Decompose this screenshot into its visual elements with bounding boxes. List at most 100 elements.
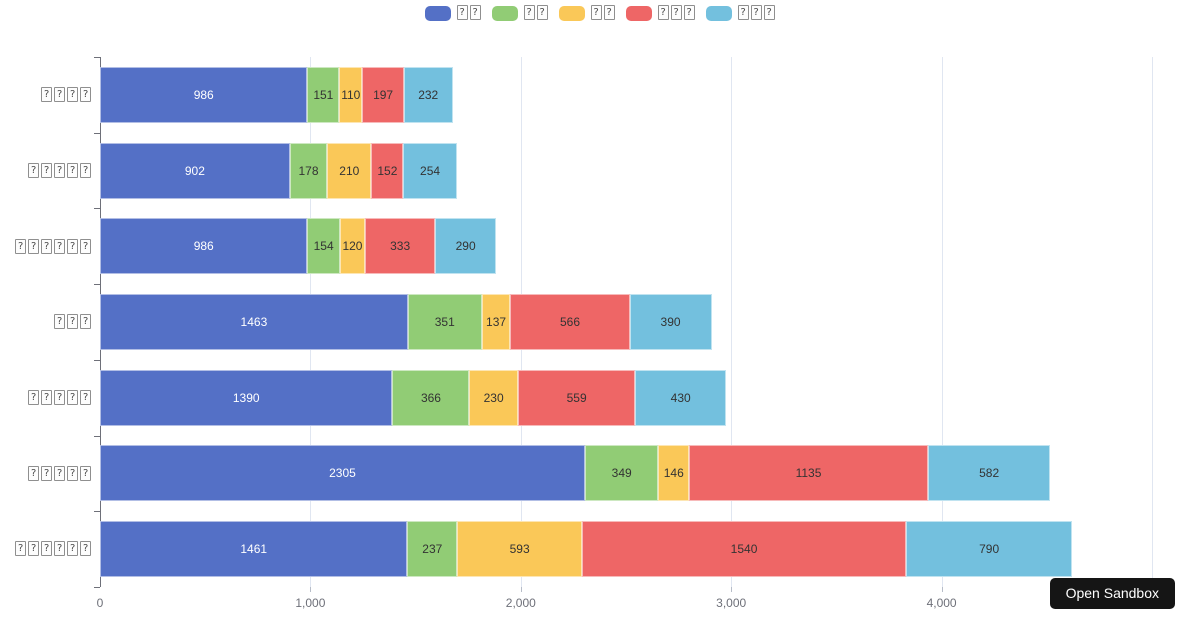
segment-value-label: 1390 — [232, 390, 260, 405]
segment-value-label: 154 — [313, 239, 334, 254]
bar-segment[interactable]: 333 — [365, 218, 436, 275]
category-label: ???? — [40, 86, 92, 104]
bar-segment[interactable]: 351 — [407, 294, 482, 350]
bar-segment[interactable]: 349 — [584, 445, 659, 502]
bar-row: 1461 237 593 1540 790 — [100, 521, 1073, 578]
axis-tick — [310, 587, 312, 592]
bar-segment[interactable]: 566 — [510, 294, 630, 350]
segment-value-label: 232 — [418, 87, 439, 102]
bar-segment[interactable]: 254 — [403, 142, 457, 199]
segment-value-label: 1463 — [240, 315, 268, 329]
tofu-glyph: ? — [763, 5, 775, 21]
bar-segment[interactable]: 197 — [362, 66, 404, 123]
tofu-glyph: ? — [536, 5, 548, 21]
segment-value-label: 790 — [979, 542, 1000, 557]
x-tick-label: 3,000 — [716, 596, 747, 610]
segment-value-label: 566 — [559, 315, 581, 329]
bar-segment[interactable]: 290 — [435, 218, 497, 275]
bar-segment[interactable]: 986 — [100, 66, 308, 123]
bar-segment[interactable]: 902 — [100, 142, 290, 199]
axis-tick — [94, 359, 100, 361]
legend-item[interactable]: ?? — [491, 4, 549, 22]
segment-value-label: 2305 — [329, 466, 356, 481]
segment-value-label: 152 — [377, 163, 398, 178]
legend-item[interactable]: ?? — [424, 4, 482, 22]
tofu-glyph: ? — [80, 314, 91, 330]
tofu-glyph: ? — [67, 389, 78, 405]
bar-segment[interactable]: 790 — [906, 521, 1073, 578]
tofu-glyph: ? — [41, 541, 52, 557]
tofu-glyph: ? — [54, 541, 65, 557]
bar-segment[interactable]: 178 — [289, 142, 328, 199]
axis-tick — [94, 132, 100, 134]
bar-segment[interactable]: 151 — [307, 66, 340, 123]
bar-segment[interactable]: 1135 — [689, 445, 928, 502]
x-tick-label: 0 — [96, 596, 104, 610]
bar-row: 1390 366 230 559 430 — [100, 369, 726, 426]
bar-segment[interactable]: 2305 — [100, 445, 585, 502]
tofu-glyph: ? — [67, 238, 78, 254]
bar-segment[interactable]: 120 — [339, 218, 366, 275]
tofu-glyph: ? — [523, 5, 535, 21]
category-label: ????? — [27, 162, 92, 180]
legend-item[interactable]: ??? — [705, 4, 776, 22]
legend-item[interactable]: ?? — [558, 4, 616, 22]
segment-value-label: 178 — [298, 163, 319, 178]
bar-segment[interactable]: 232 — [403, 66, 453, 123]
segment-value-label: 559 — [566, 390, 587, 405]
segment-value-label: 230 — [483, 390, 504, 405]
tofu-glyph: ? — [15, 541, 26, 557]
segment-value-label: 254 — [420, 163, 441, 178]
tofu-glyph: ? — [41, 465, 52, 481]
segment-value-label: 137 — [486, 315, 507, 329]
segment-value-label: 390 — [660, 315, 681, 329]
bar-segment[interactable]: 146 — [658, 445, 690, 502]
bar-segment[interactable]: 1461 — [100, 521, 408, 578]
bar-segment[interactable]: 1540 — [582, 521, 907, 578]
bar-segment[interactable]: 593 — [457, 521, 583, 578]
bar-segment[interactable]: 210 — [327, 142, 372, 199]
bar-segment[interactable]: 986 — [100, 218, 308, 275]
bar-segment[interactable]: 137 — [481, 294, 511, 350]
bar-segment[interactable]: 366 — [392, 369, 470, 426]
segment-value-label: 349 — [611, 466, 632, 481]
bar-segment[interactable]: 1390 — [100, 369, 393, 426]
bar-segment[interactable]: 154 — [307, 218, 340, 275]
bar-segment[interactable]: 430 — [635, 369, 726, 426]
gridline — [731, 57, 733, 587]
segment-value-label: 986 — [193, 239, 214, 254]
tofu-glyph: ? — [54, 389, 65, 405]
legend-item[interactable]: ??? — [625, 4, 696, 22]
tofu-glyph: ? — [54, 162, 65, 178]
axis-tick — [731, 587, 733, 592]
tofu-glyph: ? — [80, 87, 91, 103]
bar-segment[interactable]: 582 — [927, 445, 1051, 502]
bar-segment[interactable]: 230 — [469, 369, 518, 426]
tofu-glyph: ? — [469, 5, 481, 21]
axis-tick — [94, 57, 100, 58]
axis-tick — [94, 284, 100, 286]
legend-swatch — [625, 5, 652, 21]
bar-row: 902 178 210 152 254 — [100, 142, 457, 199]
legend-swatch — [491, 5, 518, 21]
open-sandbox-button[interactable]: Open Sandbox — [1049, 578, 1175, 609]
tofu-glyph: ? — [67, 87, 78, 103]
bar-segment[interactable]: 559 — [517, 369, 636, 426]
bar-segment[interactable]: 1463 — [100, 294, 408, 350]
axis-tick — [941, 587, 943, 592]
bar-row: 986 151 110 197 232 — [100, 66, 453, 123]
segment-value-label: 333 — [390, 239, 411, 254]
bar-row: 986 154 120 333 290 — [100, 218, 497, 275]
tofu-glyph: ? — [28, 541, 39, 557]
tofu-glyph: ? — [80, 238, 91, 254]
axis-tick — [94, 435, 100, 437]
segment-value-label: 366 — [420, 390, 441, 405]
segment-value-label: 197 — [373, 87, 394, 102]
segment-value-label: 237 — [422, 542, 443, 557]
bar-segment[interactable]: 237 — [407, 521, 458, 578]
legend-swatch — [558, 5, 585, 21]
tofu-glyph: ? — [54, 314, 65, 330]
bar-segment[interactable]: 152 — [371, 142, 404, 199]
bar-segment[interactable]: 110 — [339, 66, 363, 123]
bar-segment[interactable]: 390 — [629, 294, 712, 350]
